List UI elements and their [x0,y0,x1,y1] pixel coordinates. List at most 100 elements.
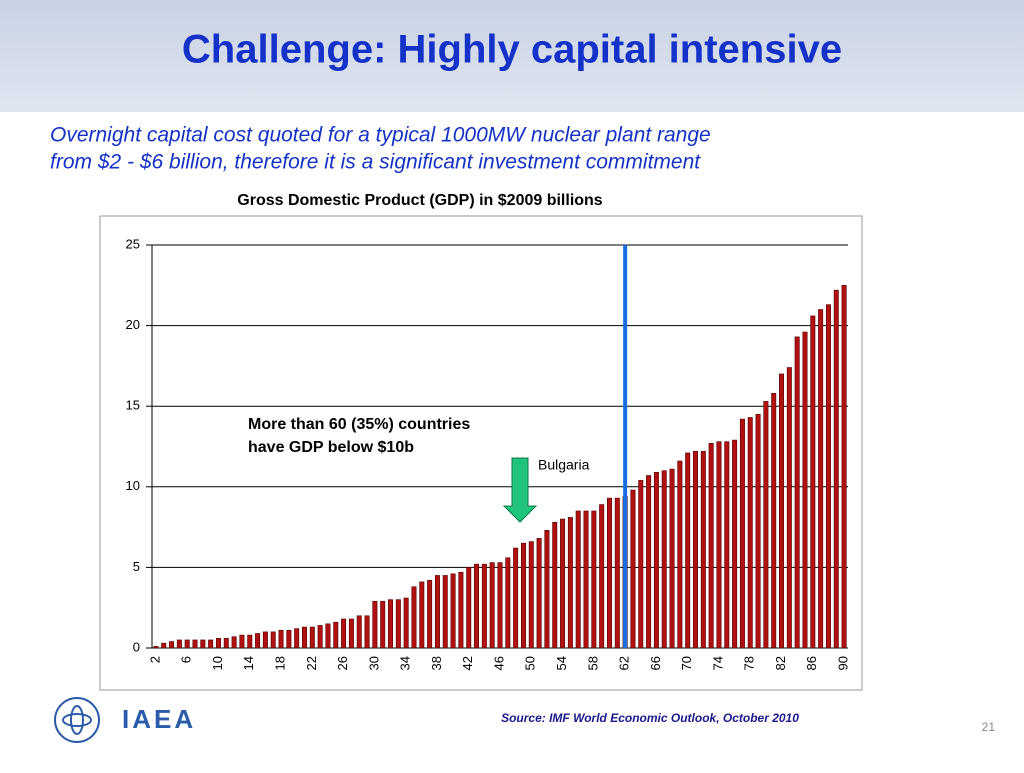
bar [685,452,691,649]
y-tick-label: 15 [126,398,140,413]
bar [630,489,636,649]
x-tick-label: 2 [147,656,162,663]
bar [739,418,745,649]
bar [724,441,730,649]
bar [841,284,847,649]
x-tick-label: 86 [804,656,819,670]
bar [302,626,307,649]
annotation: have GDP below $10b [248,439,414,456]
bar [560,518,566,649]
bar [779,373,785,649]
bar [286,629,292,649]
bar [184,639,190,649]
chart-frame [99,215,863,691]
bar [262,631,268,649]
subtitle: from $2 - $6 billion, therefore it is a … [50,151,701,174]
bar [661,470,667,649]
bar [223,638,229,649]
x-tick-label: 42 [460,656,475,670]
x-tick-label: 82 [773,656,788,670]
bar [255,633,261,649]
x-tick-label: 22 [304,656,319,670]
bar [278,629,284,649]
y-tick-label: 25 [126,236,140,251]
bar [403,597,409,649]
bar [708,442,714,649]
x-tick-label: 14 [241,656,256,670]
bar [513,547,519,649]
bar [247,634,253,649]
bar [614,497,620,649]
bar [395,599,401,649]
bar [591,510,597,649]
bar [544,530,550,649]
bar [575,510,581,649]
bar [192,639,198,649]
bar [763,401,769,649]
x-tick-label: 70 [679,656,694,670]
bar [372,600,378,649]
x-tick-label: 18 [272,656,287,670]
bar [505,557,511,649]
x-tick-label: 74 [710,656,725,670]
bar [215,638,221,649]
bar [419,581,425,649]
bar [520,542,526,649]
bar [231,636,237,649]
bar [481,563,487,649]
bar [169,641,175,649]
source: Source: IMF World Economic Outlook, Octo… [501,711,799,725]
bar [693,451,698,649]
bar [755,413,761,649]
logo-emblem [54,697,100,743]
bar [833,289,839,649]
logo-text: IAEA [122,704,196,734]
bar [583,510,589,649]
x-tick-label: 46 [491,656,506,670]
bar [810,315,816,649]
bar [677,460,683,649]
bar [294,628,300,649]
y-tick-label: 20 [126,317,140,332]
bar [794,336,800,649]
x-tick-label: 34 [398,656,413,670]
x-tick-label: 30 [366,656,381,670]
bar [466,567,472,649]
y-tick-label: 0 [133,639,140,654]
arrow [502,457,538,523]
bar [348,618,354,649]
chart-title: Gross Domestic Product (GDP) in $2009 bi… [237,192,603,209]
bar [747,417,753,649]
bar [356,615,362,649]
bar [208,639,214,649]
bar [818,309,824,649]
bar [497,562,503,649]
bar [333,621,339,649]
bar [325,623,331,649]
x-tick-label: 26 [335,656,350,670]
bar [411,586,417,649]
x-tick-label: 6 [179,656,194,663]
x-tick-label: 58 [585,656,600,670]
bar [786,367,792,649]
bar [380,600,386,649]
bar [653,471,659,649]
bar [825,304,831,649]
x-tick-label: 10 [210,656,225,670]
bar [270,631,276,649]
bar [732,439,738,649]
bar [341,618,347,649]
bar [427,579,433,649]
bar [489,562,495,649]
bar [528,541,534,649]
bar [176,639,182,649]
bar [239,634,245,649]
bar [153,646,159,649]
bar [802,331,808,649]
bar [700,451,706,649]
bar [161,642,167,649]
bar [716,441,722,649]
bar [309,626,315,649]
y-tick-label: 5 [133,559,140,574]
